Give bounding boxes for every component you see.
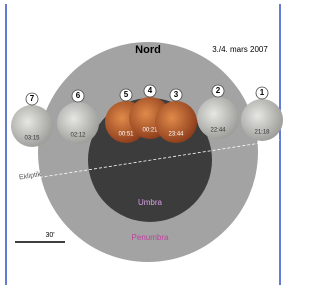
moon-number: 4	[148, 86, 153, 95]
penumbra-label: Penumbra	[132, 233, 169, 242]
date-label: 3./4. mars 2007	[212, 45, 268, 54]
moon-number: 3	[174, 90, 179, 99]
moon-number: 2	[216, 86, 221, 95]
moon-time: 02:12	[70, 133, 86, 139]
moon-number: 6	[76, 91, 81, 100]
moon-number: 5	[124, 90, 129, 99]
moon-time: 22:44	[210, 128, 226, 134]
umbra-label: Umbra	[138, 198, 163, 207]
moon-time: 21:18	[254, 130, 270, 136]
north-label: Nord	[135, 44, 161, 56]
eclipse-diagram: Nord 3./4. mars 2007 Ekliptik Umbra Penu…	[0, 0, 284, 289]
ecliptic-label: Ekliptik	[19, 171, 42, 181]
moon-number: 7	[30, 94, 35, 103]
moon-time: 00:21	[142, 128, 158, 134]
moon-time: 03:15	[24, 136, 40, 142]
moon-time: 00:51	[118, 132, 134, 138]
moon-time: 23:44	[168, 132, 184, 138]
moon-number: 1	[260, 88, 265, 97]
scale-label: 30'	[45, 232, 54, 239]
